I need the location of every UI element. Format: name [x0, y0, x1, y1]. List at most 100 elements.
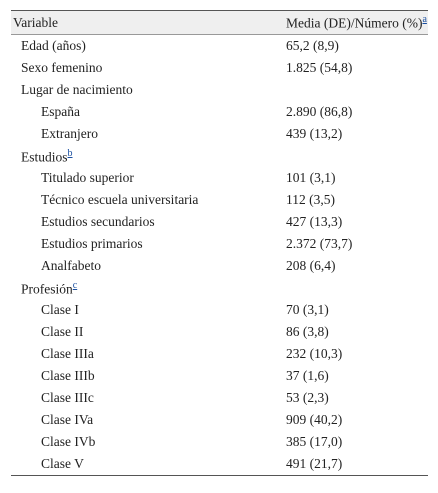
row-label: Clase IIIa: [41, 346, 94, 361]
table-header: Variable Media (DE)/Número (%)a: [11, 10, 428, 35]
row-label: Clase IVa: [41, 412, 94, 427]
table-row: Clase IIIb 37 (1,6): [11, 365, 428, 387]
row-value: 208 (6,4): [286, 258, 336, 273]
value-cell: 70 (3,1): [276, 299, 428, 321]
row-label: Profesión: [21, 281, 73, 297]
value-cell: 101 (3,1): [276, 167, 428, 189]
value-cell: 86 (3,8): [276, 321, 428, 343]
label-cell: Analfabeto: [11, 255, 276, 277]
footnote-ref: a: [422, 13, 426, 25]
table-row: Extranjero 439 (13,2): [11, 123, 428, 145]
label-cell: Titulado superior: [11, 167, 276, 189]
row-label: Lugar de nacimiento: [21, 82, 133, 97]
row-label: Clase II: [41, 324, 84, 339]
label-cell: Sexo femenino: [11, 57, 276, 79]
table-row: Edad (años) 65,2 (8,9): [11, 35, 428, 58]
header-value-cell: Media (DE)/Número (%)a: [276, 10, 428, 35]
row-label: Analfabeto: [41, 258, 101, 273]
row-label: Clase V: [41, 456, 84, 471]
row-value: 909 (40,2): [286, 412, 343, 427]
footnote-link[interactable]: b: [67, 147, 73, 159]
label-cell: Técnico escuela universitaria: [11, 189, 276, 211]
value-cell: [276, 79, 428, 101]
table-row: España 2.890 (86,8): [11, 101, 428, 123]
label-cell: Extranjero: [11, 123, 276, 145]
value-cell: 439 (13,2): [276, 123, 428, 145]
table-row: Lugar de nacimiento: [11, 79, 428, 101]
table-row: Clase IVa 909 (40,2): [11, 409, 428, 431]
row-label: Estudios: [21, 149, 68, 165]
value-cell: [276, 277, 428, 299]
header-variable: Variable: [11, 10, 276, 35]
row-value: 232 (10,3): [286, 346, 343, 361]
value-cell: 53 (2,3): [276, 387, 428, 409]
row-label: Estudios secundarios: [41, 214, 155, 229]
value-cell: 2.890 (86,8): [276, 101, 428, 123]
label-cell: Estudiosb: [11, 145, 276, 167]
value-cell: 65,2 (8,9): [276, 35, 428, 58]
table-row: Clase I 70 (3,1): [11, 299, 428, 321]
value-cell: 232 (10,3): [276, 343, 428, 365]
table-row: Profesiónc: [11, 277, 428, 299]
row-value: 53 (2,3): [286, 390, 329, 405]
row-label: Edad (años): [21, 38, 86, 53]
table-row: Técnico escuela universitaria 112 (3,5): [11, 189, 428, 211]
footnote-link[interactable]: a: [422, 14, 427, 26]
row-label: Estudios primarios: [41, 236, 143, 251]
table-row: Clase II 86 (3,8): [11, 321, 428, 343]
row-value: 1.825 (54,8): [286, 60, 353, 75]
label-cell: Profesiónc: [11, 277, 276, 299]
value-cell: 385 (17,0): [276, 431, 428, 453]
label-cell: Estudios secundarios: [11, 211, 276, 233]
table-row: Titulado superior 101 (3,1): [11, 167, 428, 189]
value-cell: 1.825 (54,8): [276, 57, 428, 79]
row-label: Clase I: [41, 302, 79, 317]
value-cell: 37 (1,6): [276, 365, 428, 387]
value-cell: 208 (6,4): [276, 255, 428, 277]
row-value: 65,2 (8,9): [286, 38, 339, 53]
value-cell: [276, 145, 428, 167]
value-cell: 112 (3,5): [276, 189, 428, 211]
footnote-ref: c: [73, 279, 77, 291]
label-cell: Clase I: [11, 299, 276, 321]
label-cell: Clase V: [11, 453, 276, 476]
row-value: 70 (3,1): [286, 302, 329, 317]
table-row: Clase IIIa 232 (10,3): [11, 343, 428, 365]
row-label: Clase IVb: [41, 434, 96, 449]
value-cell: 909 (40,2): [276, 409, 428, 431]
label-cell: España: [11, 101, 276, 123]
table-row: Clase IIIc 53 (2,3): [11, 387, 428, 409]
label-cell: Edad (años): [11, 35, 276, 58]
label-cell: Clase IIIb: [11, 365, 276, 387]
row-label: Sexo femenino: [21, 60, 103, 75]
label-cell: Clase II: [11, 321, 276, 343]
row-label: Técnico escuela universitaria: [41, 192, 199, 207]
header-row: Variable Media (DE)/Número (%)a: [11, 10, 428, 35]
table-row: Analfabeto 208 (6,4): [11, 255, 428, 277]
row-label: Clase IIIc: [41, 390, 94, 405]
row-value: 427 (13,3): [286, 214, 343, 229]
label-cell: Estudios primarios: [11, 233, 276, 255]
table-row: Estudiosb: [11, 145, 428, 167]
data-table: Variable Media (DE)/Número (%)a Edad (añ…: [11, 10, 428, 476]
value-cell: 427 (13,3): [276, 211, 428, 233]
table-row: Sexo femenino 1.825 (54,8): [11, 57, 428, 79]
table-row: Clase V 491 (21,7): [11, 453, 428, 476]
footnote-link[interactable]: c: [72, 279, 78, 291]
table-body: Edad (años) 65,2 (8,9) Sexo femenino 1.825 …: [11, 35, 428, 476]
label-cell: Clase IIIc: [11, 387, 276, 409]
table-row: Estudios secundarios 427 (13,3): [11, 211, 428, 233]
label-cell: Clase IVb: [11, 431, 276, 453]
row-value: 439 (13,2): [286, 126, 343, 141]
header-value: Media (DE)/Número (%): [286, 15, 423, 31]
row-value: 385 (17,0): [286, 434, 343, 449]
label-cell: Lugar de nacimiento: [11, 79, 276, 101]
table-row: Estudios primarios 2.372 (73,7): [11, 233, 428, 255]
row-value: 37 (1,6): [286, 368, 329, 383]
row-value: 101 (3,1): [286, 170, 336, 185]
label-cell: Clase IIIa: [11, 343, 276, 365]
value-cell: 491 (21,7): [276, 453, 428, 476]
row-value: 2.890 (86,8): [286, 104, 353, 119]
row-label: España: [41, 104, 80, 119]
